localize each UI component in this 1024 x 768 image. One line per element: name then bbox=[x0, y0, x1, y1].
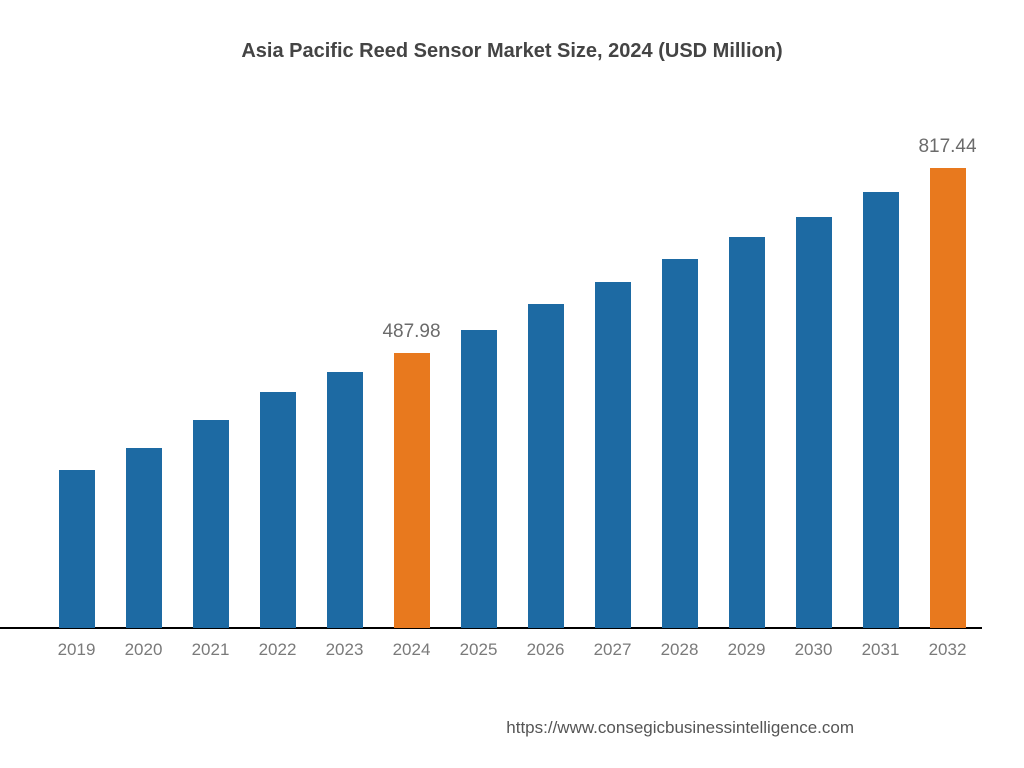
x-axis-label: 2020 bbox=[125, 640, 163, 660]
bar-group bbox=[445, 110, 512, 628]
x-axis-label: 2024 bbox=[393, 640, 431, 660]
x-axis-label: 2030 bbox=[795, 640, 833, 660]
x-axis-label: 2022 bbox=[259, 640, 297, 660]
bar bbox=[662, 259, 698, 628]
bar-group: 817.44 bbox=[914, 110, 981, 628]
bar bbox=[59, 470, 95, 628]
x-axis-label: 2025 bbox=[460, 640, 498, 660]
bars-group: 487.98 817.44 bbox=[42, 110, 982, 628]
bar bbox=[863, 192, 899, 628]
bar-group bbox=[43, 110, 110, 628]
chart-title: Asia Pacific Reed Sensor Market Size, 20… bbox=[0, 40, 1024, 63]
bar-group bbox=[780, 110, 847, 628]
bar-group bbox=[512, 110, 579, 628]
source-url: https://www.consegicbusinessintelligence… bbox=[506, 718, 854, 738]
chart-container: Asia Pacific Reed Sensor Market Size, 20… bbox=[0, 0, 1024, 768]
bar-group bbox=[177, 110, 244, 628]
x-axis-label: 2026 bbox=[527, 640, 565, 660]
x-axis-label: 2023 bbox=[326, 640, 364, 660]
bar-group bbox=[713, 110, 780, 628]
bar bbox=[126, 448, 162, 628]
bar-data-label: 487.98 bbox=[382, 321, 440, 343]
x-axis-label: 2032 bbox=[929, 640, 967, 660]
bar-group bbox=[311, 110, 378, 628]
x-axis-label: 2029 bbox=[728, 640, 766, 660]
bar-group bbox=[579, 110, 646, 628]
bar bbox=[260, 392, 296, 628]
bar bbox=[595, 282, 631, 628]
bar-group bbox=[646, 110, 713, 628]
bar bbox=[394, 353, 430, 628]
x-axis-label: 2027 bbox=[594, 640, 632, 660]
x-axis-label: 2031 bbox=[862, 640, 900, 660]
bar-group bbox=[244, 110, 311, 628]
x-axis-label: 2028 bbox=[661, 640, 699, 660]
x-axis-label: 2021 bbox=[192, 640, 230, 660]
bar bbox=[461, 330, 497, 628]
bar-group bbox=[110, 110, 177, 628]
bar bbox=[796, 217, 832, 628]
x-axis-label: 2019 bbox=[58, 640, 96, 660]
plot-area: 487.98 817.44 bbox=[42, 110, 982, 628]
bar bbox=[193, 420, 229, 628]
bar bbox=[729, 237, 765, 628]
bar-group: 487.98 bbox=[378, 110, 445, 628]
bar-group bbox=[847, 110, 914, 628]
bar bbox=[327, 372, 363, 628]
bar-data-label: 817.44 bbox=[918, 136, 976, 158]
bar bbox=[930, 168, 966, 628]
bar bbox=[528, 304, 564, 628]
